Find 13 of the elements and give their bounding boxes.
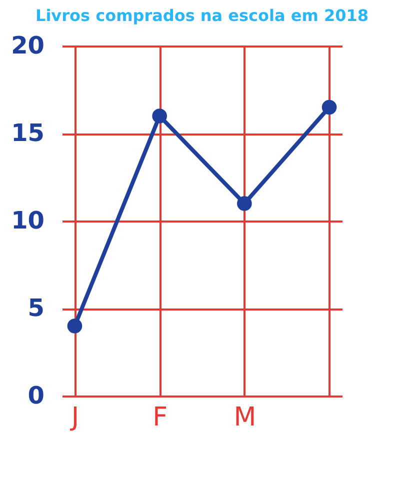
y-tick-label: 15 [11,119,44,147]
x-tick-label: F [152,402,168,432]
y-tick-label: 0 [28,382,44,410]
x-tick-label: M [234,402,256,432]
point [67,318,82,334]
point [322,100,337,115]
point [152,108,167,124]
chart-title: Livros comprados na escola em 2018 [36,6,368,25]
y-tick-label: 5 [28,294,44,322]
y-tick-label: 20 [11,32,44,60]
y-tick-label: 10 [11,206,44,234]
point [237,196,252,211]
x-tick-label: J [69,402,80,432]
